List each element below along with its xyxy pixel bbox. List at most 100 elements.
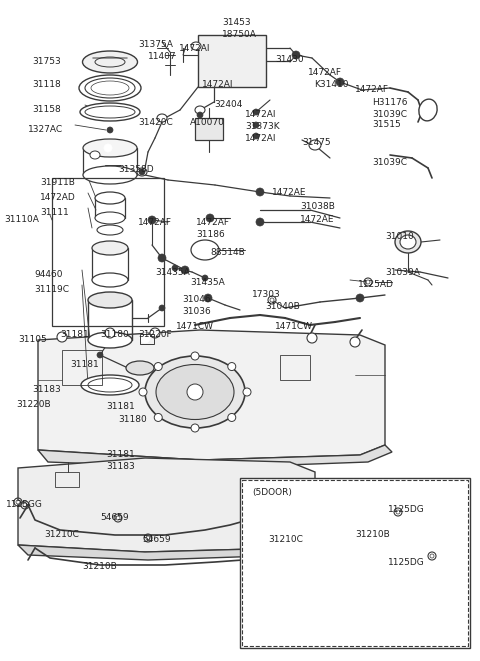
Circle shape [253, 109, 259, 115]
Ellipse shape [81, 375, 139, 395]
Circle shape [158, 254, 166, 262]
Text: 1125GG: 1125GG [6, 500, 43, 509]
Text: 1472AF: 1472AF [138, 218, 172, 227]
Bar [195, 118, 223, 140]
Circle shape [307, 333, 317, 343]
Text: 31210C: 31210C [44, 530, 79, 539]
Circle shape [243, 388, 251, 396]
Ellipse shape [88, 332, 132, 348]
Ellipse shape [145, 356, 245, 428]
Text: 54659: 54659 [100, 513, 129, 522]
Circle shape [105, 328, 115, 338]
Circle shape [104, 144, 112, 152]
Circle shape [228, 414, 236, 422]
Text: 18750A: 18750A [222, 30, 257, 39]
Text: 31181: 31181 [60, 330, 89, 339]
Polygon shape [18, 458, 315, 552]
Text: 31435A: 31435A [155, 268, 190, 277]
Ellipse shape [191, 240, 219, 260]
Text: 31111: 31111 [40, 208, 69, 217]
Bar [242, 480, 468, 646]
Text: 1472AE: 1472AE [272, 188, 307, 197]
Circle shape [228, 362, 236, 371]
Text: 31010: 31010 [385, 232, 414, 241]
Text: 31046: 31046 [182, 295, 211, 304]
Circle shape [204, 294, 212, 302]
Circle shape [206, 214, 214, 222]
Text: 1472AI: 1472AI [245, 134, 276, 143]
Circle shape [270, 298, 274, 302]
Ellipse shape [419, 99, 437, 121]
Text: 31210B: 31210B [355, 530, 390, 539]
Text: 31430: 31430 [275, 55, 304, 64]
Text: 31181: 31181 [70, 360, 99, 369]
Bar [62, 350, 102, 385]
Text: 31110A: 31110A [4, 215, 39, 224]
Circle shape [292, 51, 300, 59]
Text: 31119C: 31119C [34, 285, 69, 294]
Circle shape [139, 388, 147, 396]
Bar [240, 478, 470, 648]
Circle shape [197, 112, 203, 118]
Text: 88514B: 88514B [210, 248, 245, 257]
Text: 31210B: 31210B [82, 562, 117, 571]
Ellipse shape [137, 168, 147, 176]
Text: 31183: 31183 [106, 462, 135, 471]
Text: 1125AD: 1125AD [358, 280, 394, 289]
Text: 1327AC: 1327AC [28, 125, 63, 134]
Circle shape [57, 332, 67, 342]
Text: 1472AF: 1472AF [196, 218, 230, 227]
Ellipse shape [85, 78, 135, 98]
Text: 31039A: 31039A [385, 268, 420, 277]
Circle shape [146, 536, 150, 540]
Text: (5DOOR): (5DOOR) [252, 488, 292, 497]
Circle shape [396, 510, 400, 514]
Text: 1472AF: 1472AF [308, 68, 342, 77]
Circle shape [366, 280, 370, 284]
Text: 1472AF: 1472AF [355, 85, 389, 94]
Circle shape [253, 133, 259, 139]
Text: 31515: 31515 [372, 120, 401, 129]
Ellipse shape [90, 151, 100, 159]
Text: 31039C: 31039C [372, 158, 407, 167]
Text: 31220F: 31220F [138, 330, 172, 339]
Circle shape [97, 352, 103, 358]
Text: 1125DG: 1125DG [388, 558, 425, 567]
Text: 1471CW: 1471CW [176, 322, 214, 331]
Ellipse shape [83, 51, 137, 73]
Text: 31358D: 31358D [118, 165, 154, 174]
Text: 1125DG: 1125DG [388, 505, 425, 514]
Text: 31475: 31475 [302, 138, 331, 147]
Text: 31181: 31181 [106, 402, 135, 411]
Text: 1472AD: 1472AD [40, 193, 76, 202]
Circle shape [181, 266, 189, 274]
Bar [140, 334, 154, 344]
Text: 31453: 31453 [222, 18, 251, 27]
Text: H31176: H31176 [372, 98, 408, 107]
Circle shape [154, 362, 162, 371]
Ellipse shape [88, 292, 132, 308]
Circle shape [154, 414, 162, 422]
Text: 1472AE: 1472AE [300, 215, 335, 224]
Circle shape [172, 265, 178, 271]
Ellipse shape [97, 225, 123, 235]
Polygon shape [38, 445, 392, 468]
Text: 31118: 31118 [32, 80, 61, 89]
Circle shape [140, 333, 150, 343]
Text: 31186: 31186 [196, 230, 225, 239]
Circle shape [191, 424, 199, 432]
Circle shape [256, 188, 264, 196]
Ellipse shape [195, 106, 205, 114]
Ellipse shape [191, 42, 201, 50]
Ellipse shape [92, 241, 128, 255]
Ellipse shape [83, 166, 137, 184]
Text: 1472AI: 1472AI [202, 80, 233, 89]
Bar [55, 472, 79, 487]
Text: 31183: 31183 [32, 385, 61, 394]
Polygon shape [38, 330, 385, 460]
Text: 32404: 32404 [214, 100, 242, 109]
Ellipse shape [95, 192, 125, 204]
Text: 1471CW: 1471CW [275, 322, 313, 331]
Circle shape [336, 78, 344, 86]
Text: 31420C: 31420C [138, 118, 173, 127]
